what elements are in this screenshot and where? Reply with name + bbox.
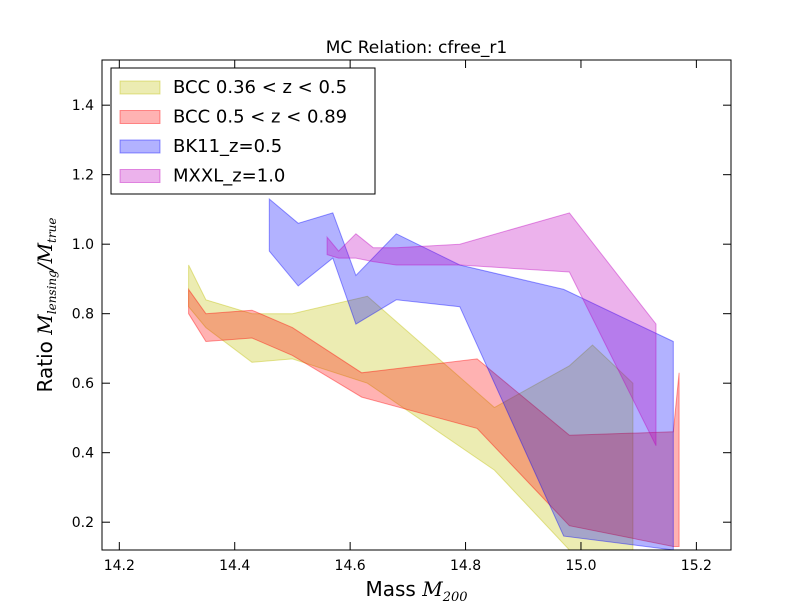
y-tick-label: 0.4 — [72, 446, 94, 462]
legend-swatch — [119, 139, 161, 154]
band-series-0 — [188, 264, 634, 550]
y-axis-label-s2: true — [45, 218, 59, 243]
legend-entry-label: BCC 0.36 < z < 0.5 — [173, 77, 347, 98]
legend-entry-label: BCC 0.5 < z < 0.89 — [173, 107, 347, 128]
y-tick-label: 1.2 — [72, 168, 94, 184]
x-tick-label: 14.8 — [450, 558, 481, 574]
x-axis-label-prefix: Mass — [365, 577, 422, 601]
band-series-3 — [326, 212, 657, 446]
plot-frame — [101, 59, 732, 551]
y-axis-label-m2: M — [33, 242, 57, 264]
y-tick-label: 0.8 — [72, 307, 94, 323]
x-tick-label: 14.6 — [335, 558, 366, 574]
legend-swatch — [119, 110, 161, 124]
x-axis-label-math: M — [421, 577, 443, 601]
y-axis-label-slash: / — [33, 261, 57, 272]
legend-entry-label: MXXL_z=1.0 — [173, 166, 285, 187]
band-series-2 — [268, 197, 674, 550]
x-tick-label: 15.2 — [681, 558, 712, 574]
band-series-1 — [188, 287, 680, 547]
x-tick-label: 15.0 — [565, 558, 596, 574]
y-axis-label-m1: M — [33, 314, 57, 336]
legend-entry-label: BK11_z=0.5 — [173, 136, 282, 157]
y-axis-label: Ratio Mlensing/Mtrue — [33, 218, 59, 393]
y-tick-label: 0.2 — [72, 515, 94, 531]
x-axis-label: Mass M200 — [365, 577, 467, 605]
legend-swatch — [119, 80, 161, 95]
chart-title: MC Relation: cfree_r1 — [326, 38, 507, 58]
legend-swatch — [119, 169, 161, 183]
x-axis-label-sub: 200 — [442, 590, 468, 605]
legend: BCC 0.36 < z < 0.5 BCC 0.5 < z < 0.89 BK11… — [110, 67, 376, 195]
series-bands — [188, 197, 680, 550]
legend-box — [110, 67, 376, 195]
x-tick-label: 14.4 — [219, 558, 250, 574]
y-tick-label: 1.4 — [72, 98, 94, 114]
y-tick-label: 1.0 — [72, 237, 94, 253]
x-tick-label: 14.2 — [104, 558, 135, 574]
y-axis-label-prefix: Ratio — [33, 335, 57, 393]
axis-ticks: 14.2 14.4 14.6 14.8 15.0 15.2 0.2 0.4 0.6 0.8 1.0 1… — [72, 60, 731, 574]
y-axis-label-s1: lensing — [45, 270, 59, 314]
y-tick-label: 0.6 — [72, 376, 94, 392]
